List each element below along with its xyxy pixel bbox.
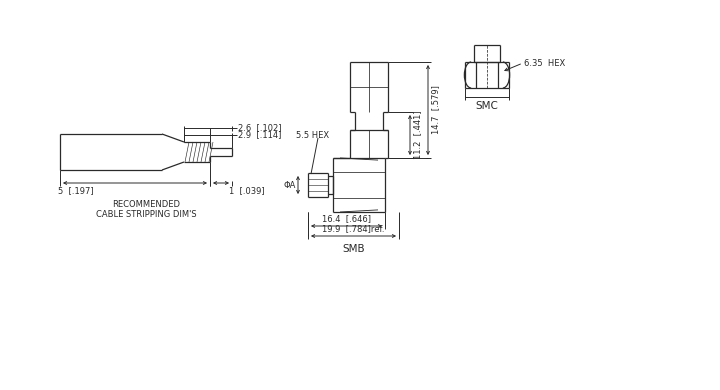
Text: SMB: SMB [342,244,365,254]
Text: 16.4  [.646]: 16.4 [.646] [322,214,371,223]
Text: SMC: SMC [476,101,498,111]
Text: 5.5 HEX: 5.5 HEX [296,131,329,140]
Text: 2.9  [.114]: 2.9 [.114] [238,131,282,140]
Text: ΦA: ΦA [284,181,296,190]
Text: 11.2  [.441]: 11.2 [.441] [413,111,422,159]
Text: 14.7  [.579]: 14.7 [.579] [431,85,440,135]
Text: 2.6  [.102]: 2.6 [.102] [238,124,282,133]
Text: 5  [.197]: 5 [.197] [58,186,94,195]
Text: 19.9  [.784]ref.: 19.9 [.784]ref. [323,224,384,233]
Text: 1  [.039]: 1 [.039] [229,186,265,195]
Text: RECOMMENDED
CABLE STRIPPING DIM'S: RECOMMENDED CABLE STRIPPING DIM'S [96,200,197,220]
Text: 6.35  HEX: 6.35 HEX [524,58,565,67]
